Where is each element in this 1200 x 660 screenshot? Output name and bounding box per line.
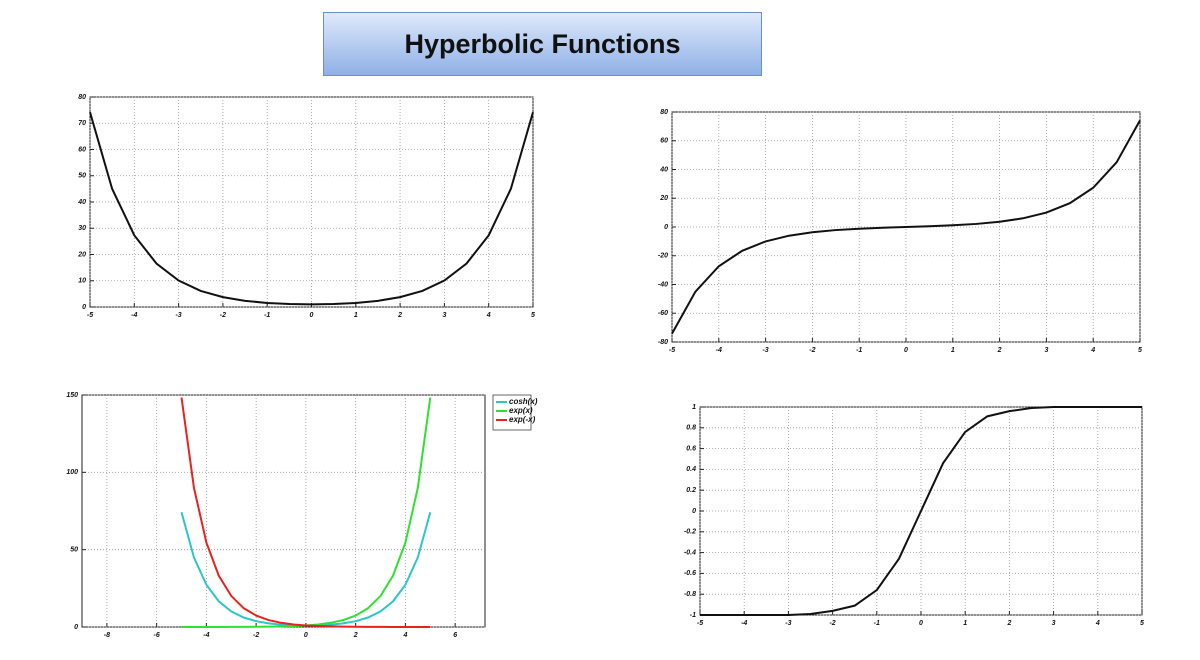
y-tick-label: -60 <box>658 310 668 317</box>
x-tick-label: 1 <box>951 347 955 354</box>
x-tick-label: -1 <box>856 347 862 354</box>
x-tick-label: 2 <box>997 347 1002 354</box>
x-tick-label: 5 <box>531 312 535 319</box>
y-tick-label: 0 <box>692 508 696 515</box>
y-tick-label: 20 <box>659 195 668 202</box>
y-tick-label: 150 <box>66 392 78 399</box>
y-tick-label: 20 <box>77 251 86 258</box>
y-tick-label: -0.6 <box>684 570 696 577</box>
slide-title: Hyperbolic Functions <box>323 12 762 76</box>
y-tick-label: -0.8 <box>684 591 696 598</box>
x-tick-label: 3 <box>1044 347 1048 354</box>
x-tick-label: -1 <box>874 620 880 627</box>
line-series <box>180 397 431 628</box>
y-tick-label: 100 <box>66 469 78 476</box>
y-tick-label: -80 <box>658 339 668 346</box>
x-tick-label: 5 <box>1140 620 1144 627</box>
y-tick-label: 0.4 <box>686 466 696 473</box>
x-tick-label: 0 <box>919 620 923 627</box>
x-tick-label: 4 <box>486 312 491 319</box>
legend-label: exp(x) <box>509 406 533 415</box>
y-tick-label: 60 <box>78 146 86 153</box>
line-series <box>700 406 1142 616</box>
x-tick-label: -4 <box>131 312 137 319</box>
x-tick-label: -3 <box>785 620 791 627</box>
y-tick-label: -0.2 <box>684 529 696 536</box>
legend-box <box>492 394 532 431</box>
y-tick-label: 0 <box>664 224 668 231</box>
x-tick-label: -6 <box>154 632 160 639</box>
y-tick-label: 60 <box>660 138 668 145</box>
x-tick-label: 0 <box>304 632 308 639</box>
y-tick-label: 50 <box>78 173 86 180</box>
line-series <box>89 111 534 306</box>
y-tick-label: -1 <box>690 612 696 619</box>
x-tick-label: 2 <box>397 312 402 319</box>
y-tick-label: 80 <box>660 109 668 116</box>
x-tick-label: -2 <box>809 347 815 354</box>
y-tick-label: 0.6 <box>686 445 696 452</box>
x-tick-label: -5 <box>87 312 93 319</box>
x-tick-label: -4 <box>203 632 209 639</box>
x-tick-label: 1 <box>963 620 967 627</box>
legend-label: exp(-x) <box>509 415 536 424</box>
y-tick-label: -20 <box>658 253 668 260</box>
y-tick-label: 30 <box>78 225 86 232</box>
plot-area <box>81 394 486 628</box>
x-tick-label: 5 <box>1138 347 1142 354</box>
y-tick-label: -0.4 <box>684 549 696 556</box>
y-tick-label: -40 <box>658 281 668 288</box>
y-tick-label: 0 <box>74 624 78 631</box>
x-tick-label: -5 <box>697 620 703 627</box>
y-tick-label: 0 <box>82 304 86 311</box>
y-tick-label: 0.2 <box>686 487 696 494</box>
y-tick-label: 10 <box>78 278 86 285</box>
x-tick-label: 2 <box>1006 620 1011 627</box>
x-tick-label: 3 <box>1052 620 1056 627</box>
x-tick-label: 4 <box>402 632 407 639</box>
y-tick-label: 50 <box>70 547 78 554</box>
x-tick-label: -5 <box>669 347 675 354</box>
x-tick-label: 4 <box>1090 347 1095 354</box>
legend-label: cosh(x) <box>509 397 538 406</box>
y-tick-label: 80 <box>78 94 86 101</box>
y-tick-label: 40 <box>77 199 86 206</box>
x-tick-label: -3 <box>762 347 768 354</box>
x-tick-label: -2 <box>829 620 835 627</box>
x-tick-label: -2 <box>253 632 259 639</box>
x-tick-label: 2 <box>353 632 358 639</box>
x-tick-label: -4 <box>741 620 747 627</box>
x-tick-label: -2 <box>220 312 226 319</box>
x-tick-label: -1 <box>264 312 270 319</box>
y-tick-label: 1 <box>692 404 696 411</box>
x-tick-label: -4 <box>716 347 722 354</box>
x-tick-label: 0 <box>310 312 314 319</box>
y-tick-label: 40 <box>659 166 668 173</box>
x-tick-label: -3 <box>175 312 181 319</box>
y-tick-label: 70 <box>78 120 86 127</box>
x-tick-label: 4 <box>1095 620 1100 627</box>
line-series <box>671 119 1141 335</box>
x-tick-label: -8 <box>104 632 110 639</box>
x-tick-label: 6 <box>453 632 457 639</box>
x-tick-label: 0 <box>904 347 908 354</box>
y-tick-label: 0.8 <box>686 425 696 432</box>
x-tick-label: 3 <box>442 312 446 319</box>
x-tick-label: 1 <box>354 312 358 319</box>
